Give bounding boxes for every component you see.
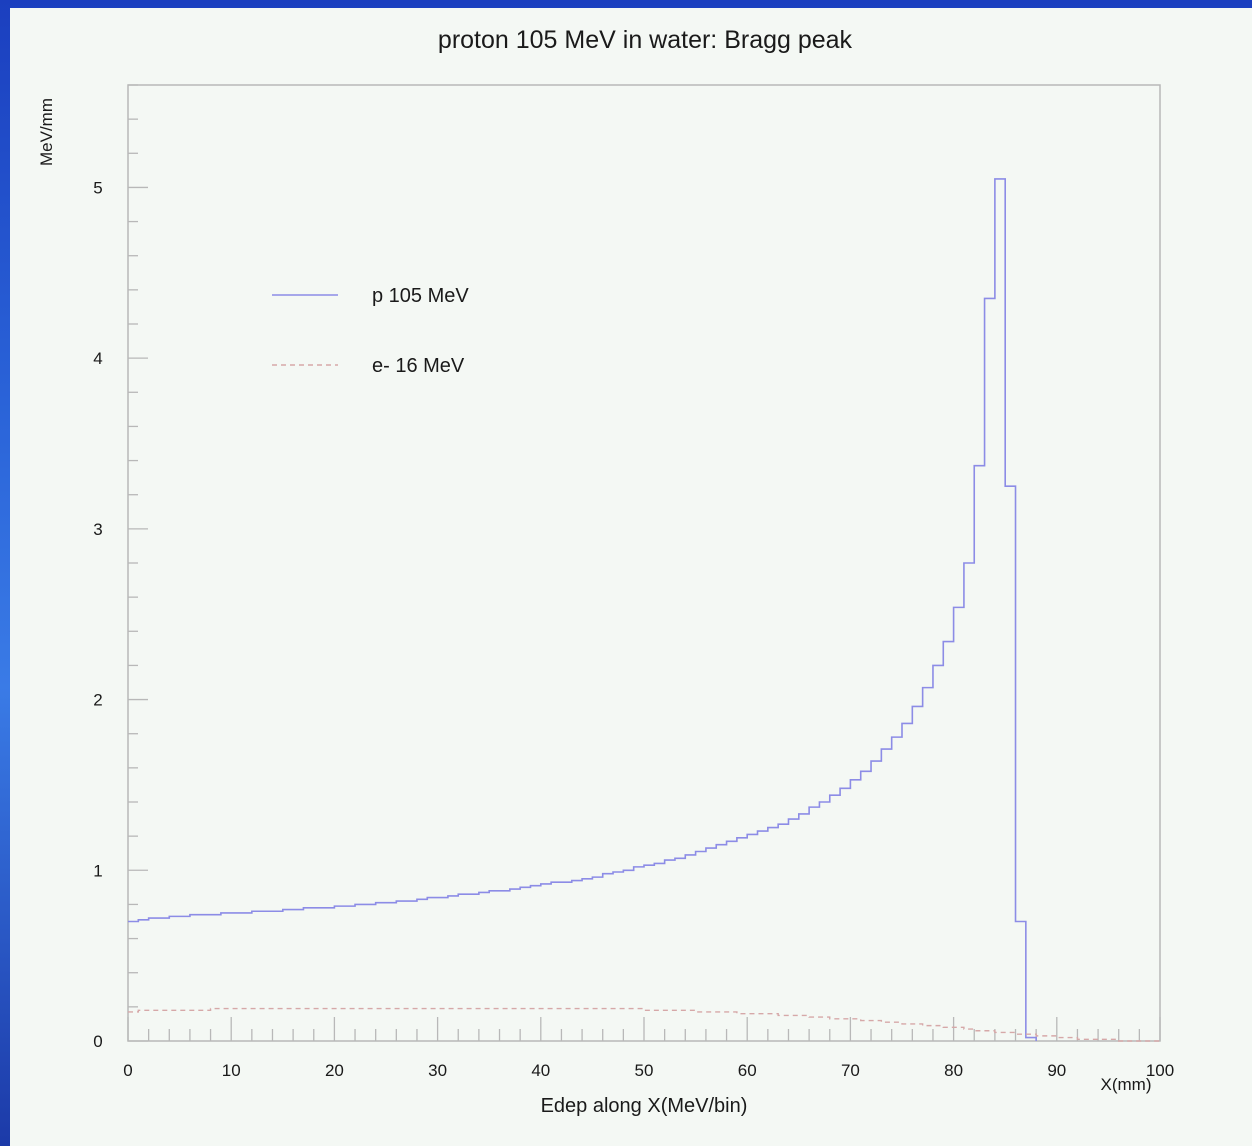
series-electron-histogram	[128, 1007, 1160, 1042]
x-axis-unit-label: X(mm)	[1101, 1075, 1152, 1094]
slide-background: proton 105 MeV in water: Bragg peak MeV/…	[10, 8, 1252, 1146]
x-tick-label: 10	[222, 1061, 241, 1080]
axis-ticks	[127, 84, 1161, 1042]
x-tick-label: 30	[428, 1061, 447, 1080]
x-tick-label: 0	[123, 1061, 132, 1080]
legend: p 105 MeV e- 16 MeV	[272, 285, 469, 377]
x-tick-label: 20	[325, 1061, 344, 1080]
x-tick-label: 100	[1146, 1061, 1174, 1080]
x-tick-label: 70	[841, 1061, 860, 1080]
y-tick-label: 1	[93, 861, 102, 880]
y-tick-label: 2	[93, 691, 102, 710]
legend-label: e- 16 MeV	[372, 355, 465, 377]
y-tick-label: 4	[93, 349, 102, 368]
x-tick-label: 60	[738, 1061, 757, 1080]
series-proton-histogram	[128, 178, 1037, 1041]
series-layer	[128, 178, 1160, 1042]
y-tick-label: 5	[93, 178, 102, 197]
y-axis-label: MeV/mm	[37, 98, 56, 166]
x-tick-label: 40	[531, 1061, 550, 1080]
legend-label: p 105 MeV	[372, 285, 469, 307]
x-tick-labels: 0 10 20 30 40 50 60 70 80 90 100	[123, 1061, 1174, 1080]
y-tick-labels: 0 1 2 3 4 5	[93, 178, 102, 1051]
y-tick-label: 0	[93, 1032, 102, 1051]
x-tick-label: 80	[944, 1061, 963, 1080]
chart-title: proton 105 MeV in water: Bragg peak	[438, 26, 853, 54]
x-tick-label: 50	[635, 1061, 654, 1080]
y-tick-label: 3	[93, 520, 102, 539]
x-tick-label: 90	[1047, 1061, 1066, 1080]
x-axis-label: Edep along X(MeV/bin)	[541, 1095, 748, 1117]
bragg-peak-chart: proton 105 MeV in water: Bragg peak MeV/…	[37, 26, 1174, 1117]
